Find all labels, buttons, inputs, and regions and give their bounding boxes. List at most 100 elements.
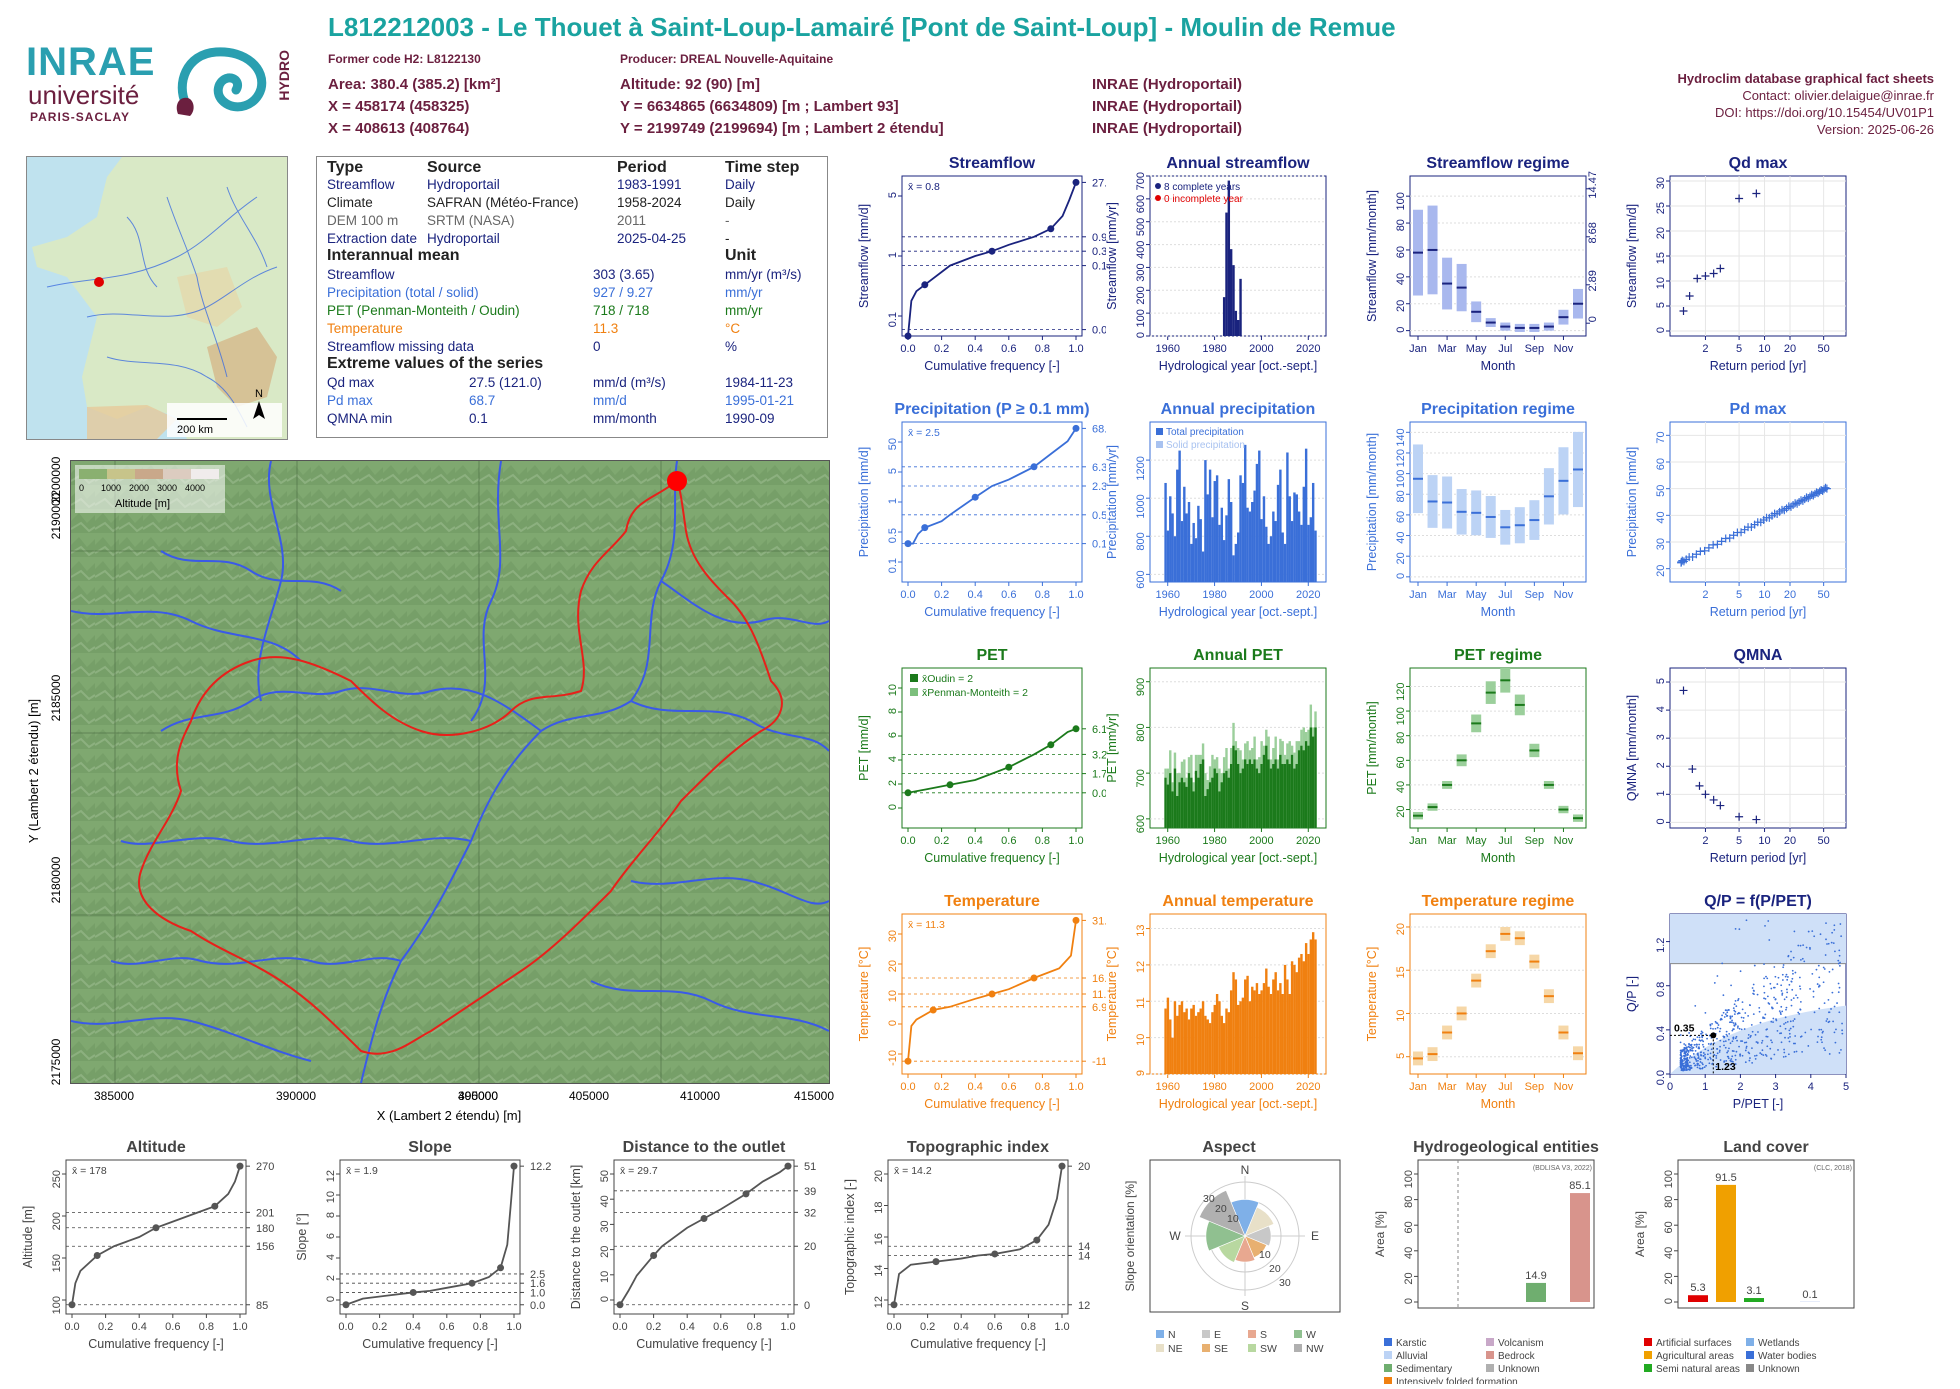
y-tick-label: 80 bbox=[1663, 1196, 1675, 1208]
y-tick-label: 8 bbox=[325, 1212, 337, 1218]
bar bbox=[1239, 475, 1241, 582]
extreme-date: 1984-11-23 bbox=[725, 375, 793, 390]
legend-label: Solid precipitation bbox=[1166, 440, 1245, 451]
scatter-point bbox=[1704, 1012, 1706, 1014]
bar bbox=[1260, 519, 1262, 582]
x-tick-label: 0.6 bbox=[1001, 1081, 1016, 1093]
y-tick-label: 60 bbox=[1655, 458, 1667, 470]
x-tick-label: 0.0 bbox=[900, 343, 915, 355]
scatter-point bbox=[1841, 1033, 1843, 1035]
x-tick-label: 2020 bbox=[1296, 589, 1320, 601]
scatter-point bbox=[1835, 1042, 1837, 1044]
catchment-map-axes: 385000 390000 395000 400000 405000 41000… bbox=[0, 440, 840, 1130]
bar-value-label: 5.3 bbox=[1690, 1282, 1705, 1294]
inset-map: 200 km N bbox=[26, 156, 288, 440]
scatter-point bbox=[1826, 943, 1828, 945]
right-tick-label: 156 bbox=[256, 1241, 274, 1253]
quantile-point bbox=[650, 1252, 657, 1259]
scatter-point bbox=[1799, 988, 1801, 990]
y-tick-label: 60 bbox=[1403, 1221, 1415, 1233]
scatter-point bbox=[1828, 999, 1830, 1001]
scatter-point bbox=[1752, 993, 1754, 995]
scatter-point bbox=[1756, 1055, 1758, 1057]
scatter-point bbox=[1735, 1022, 1737, 1024]
data-point bbox=[1710, 270, 1718, 278]
y-tick-label: 12 bbox=[1135, 961, 1147, 973]
mean-unit: % bbox=[725, 339, 737, 354]
scatter-point bbox=[1819, 984, 1821, 986]
scatter-point bbox=[1688, 1051, 1690, 1053]
scatter-point bbox=[1742, 1008, 1744, 1010]
scatter-point bbox=[1767, 996, 1769, 998]
scatter-point bbox=[1710, 1058, 1712, 1060]
map-ylabel: Y (Lambert 2 étendu) [m] bbox=[26, 699, 41, 843]
scatter-point bbox=[1754, 1055, 1756, 1057]
src-row-type: Extraction date bbox=[327, 231, 417, 246]
quantile-point bbox=[1033, 1237, 1040, 1244]
scatter-point bbox=[1785, 1056, 1787, 1058]
x-axis-label: Cumulative frequency [-] bbox=[924, 605, 1059, 619]
scatter-point bbox=[1714, 982, 1716, 984]
scatter-point bbox=[1825, 954, 1827, 956]
quantile-point bbox=[933, 1258, 940, 1265]
mean-value: 927 / 9.27 bbox=[593, 285, 653, 300]
y-tick-label: 120 bbox=[1395, 449, 1407, 467]
scatter-point bbox=[1802, 944, 1804, 946]
bar bbox=[1298, 750, 1300, 828]
scatter-point bbox=[1683, 1047, 1685, 1049]
doi-link[interactable]: DOI: https://doi.org/10.15454/UV01P1 bbox=[1678, 104, 1934, 121]
x-tick-label: 20 bbox=[1784, 343, 1796, 355]
scatter-point bbox=[1734, 1055, 1736, 1057]
bar bbox=[1286, 452, 1288, 582]
mean-label: Precipitation (total / solid) bbox=[327, 285, 479, 300]
x-tick-label: 2 bbox=[1737, 1081, 1743, 1093]
x-axis-label: Hydrological year [oct.-sept.] bbox=[1159, 359, 1317, 373]
scatter-point bbox=[1838, 983, 1840, 985]
scatter-point bbox=[1797, 997, 1799, 999]
bar bbox=[1174, 1001, 1176, 1074]
quantile-point bbox=[972, 494, 979, 501]
y-tick-label: 0 bbox=[1395, 327, 1407, 333]
bar bbox=[1272, 512, 1274, 582]
legend-swatch bbox=[910, 688, 918, 696]
src-row-type: DEM 100 m bbox=[327, 213, 398, 228]
bar bbox=[1249, 759, 1251, 828]
scatter-point bbox=[1818, 1008, 1820, 1010]
altitude: Altitude: 92 (90) [m] bbox=[620, 76, 760, 93]
src-row-source: Hydroportail bbox=[427, 231, 500, 246]
bar bbox=[1183, 782, 1185, 828]
scatter-point bbox=[1737, 1013, 1739, 1015]
right-tick-label: 180 bbox=[256, 1223, 274, 1235]
y-tick-label: 200 bbox=[51, 1212, 63, 1230]
legend-swatch bbox=[1384, 1377, 1392, 1384]
right-tick-label: 14 bbox=[1078, 1250, 1090, 1262]
y-tick-label: 20 bbox=[1395, 923, 1407, 935]
y-tick-label: 20 bbox=[1655, 227, 1667, 239]
x-tick-label: Sep bbox=[1525, 1081, 1545, 1093]
scatter-point bbox=[1734, 1013, 1736, 1015]
y-tick-label: 0.0 bbox=[1655, 1070, 1667, 1085]
legend-label: E bbox=[1214, 1329, 1221, 1341]
y-tick-label: 40 bbox=[1395, 532, 1407, 544]
quantile-point bbox=[94, 1252, 101, 1259]
scatter-point bbox=[1783, 1023, 1785, 1025]
scatter-point bbox=[1707, 1059, 1709, 1061]
mean-label: x̄ = 2.5 bbox=[908, 427, 940, 439]
scatter-point bbox=[1703, 1055, 1705, 1057]
legend-swatch bbox=[1156, 1344, 1164, 1352]
bar bbox=[1303, 487, 1305, 582]
scatter-point bbox=[1716, 1038, 1718, 1040]
x-axis-label: Hydrological year [oct.-sept.] bbox=[1159, 851, 1317, 865]
scatter-point bbox=[1746, 1046, 1748, 1048]
scatter-point bbox=[1776, 983, 1778, 985]
scatter-point bbox=[1818, 976, 1820, 978]
bar bbox=[1200, 1009, 1202, 1074]
src-row-source: Hydroportail bbox=[427, 177, 500, 192]
y-tick-label: 800 bbox=[1135, 723, 1147, 741]
scatter-point bbox=[1757, 994, 1759, 996]
scatter-point bbox=[1727, 1050, 1729, 1052]
x-tick-label: Sep bbox=[1525, 343, 1545, 355]
bar bbox=[1265, 969, 1267, 1074]
chart-title: PET regime bbox=[1454, 647, 1542, 664]
bar bbox=[1237, 764, 1239, 828]
